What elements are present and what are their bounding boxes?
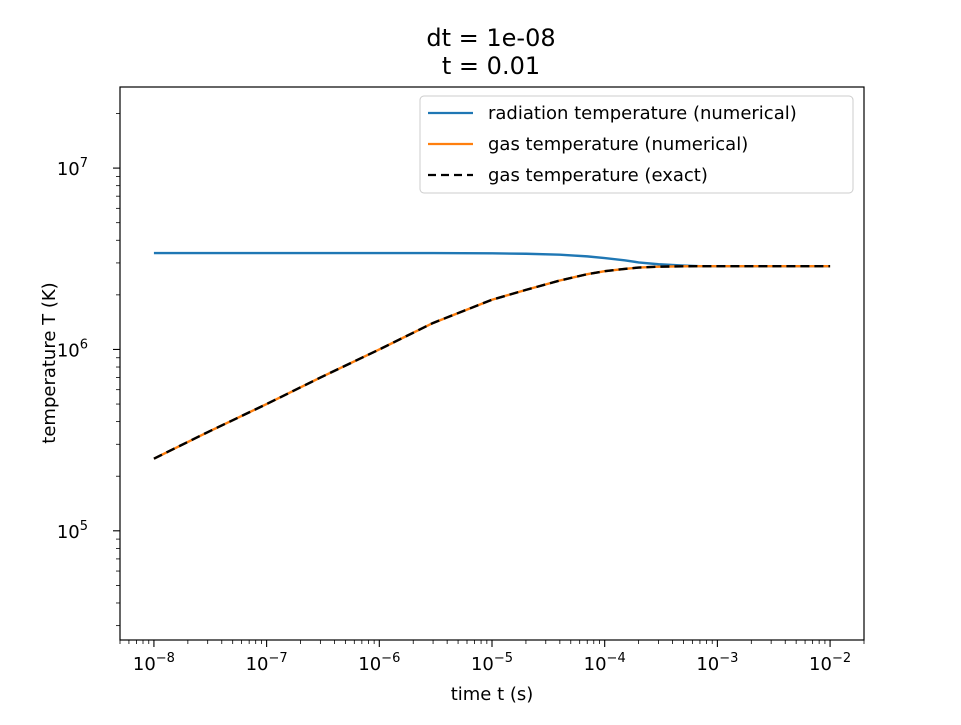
x-tick-label-4: 10−4 xyxy=(584,651,626,675)
x-axis-label: time t (s) xyxy=(451,684,534,705)
x-tick-label-3: 10−5 xyxy=(471,651,513,675)
x-tick-label-5: 10−3 xyxy=(696,651,738,675)
legend-label-gas-numerical: gas temperature (numerical) xyxy=(488,134,748,155)
chart-title-line-2: t = 0.01 xyxy=(442,52,540,80)
legend-label-gas-exact: gas temperature (exact) xyxy=(488,165,708,186)
plot-lines xyxy=(153,251,831,460)
y-tick-label-2: 107 xyxy=(57,156,88,180)
x-tick-label-0: 10−8 xyxy=(133,651,175,675)
x-tick-label-1: 10−7 xyxy=(246,651,288,675)
x-tick-label-2: 10−6 xyxy=(358,651,400,675)
x-tick-label-6: 10−2 xyxy=(809,651,851,675)
axes-frame xyxy=(119,86,865,641)
y-tick-label-1: 106 xyxy=(57,337,88,361)
legend: radiation temperature (numerical) gas te… xyxy=(419,95,854,194)
legend-box xyxy=(419,95,854,194)
chart-title-line-1: dt = 1e-08 xyxy=(426,24,555,52)
series-line-2 xyxy=(153,264,831,460)
y-axis-label: temperature T (K) xyxy=(39,282,60,443)
y-tick-label-0: 105 xyxy=(57,519,88,543)
legend-label-radiation: radiation temperature (numerical) xyxy=(488,103,797,124)
axis-ticks: 10−8 10−7 10−6 10−5 10−4 10−3 10−2 105 106 107 xyxy=(57,113,865,675)
